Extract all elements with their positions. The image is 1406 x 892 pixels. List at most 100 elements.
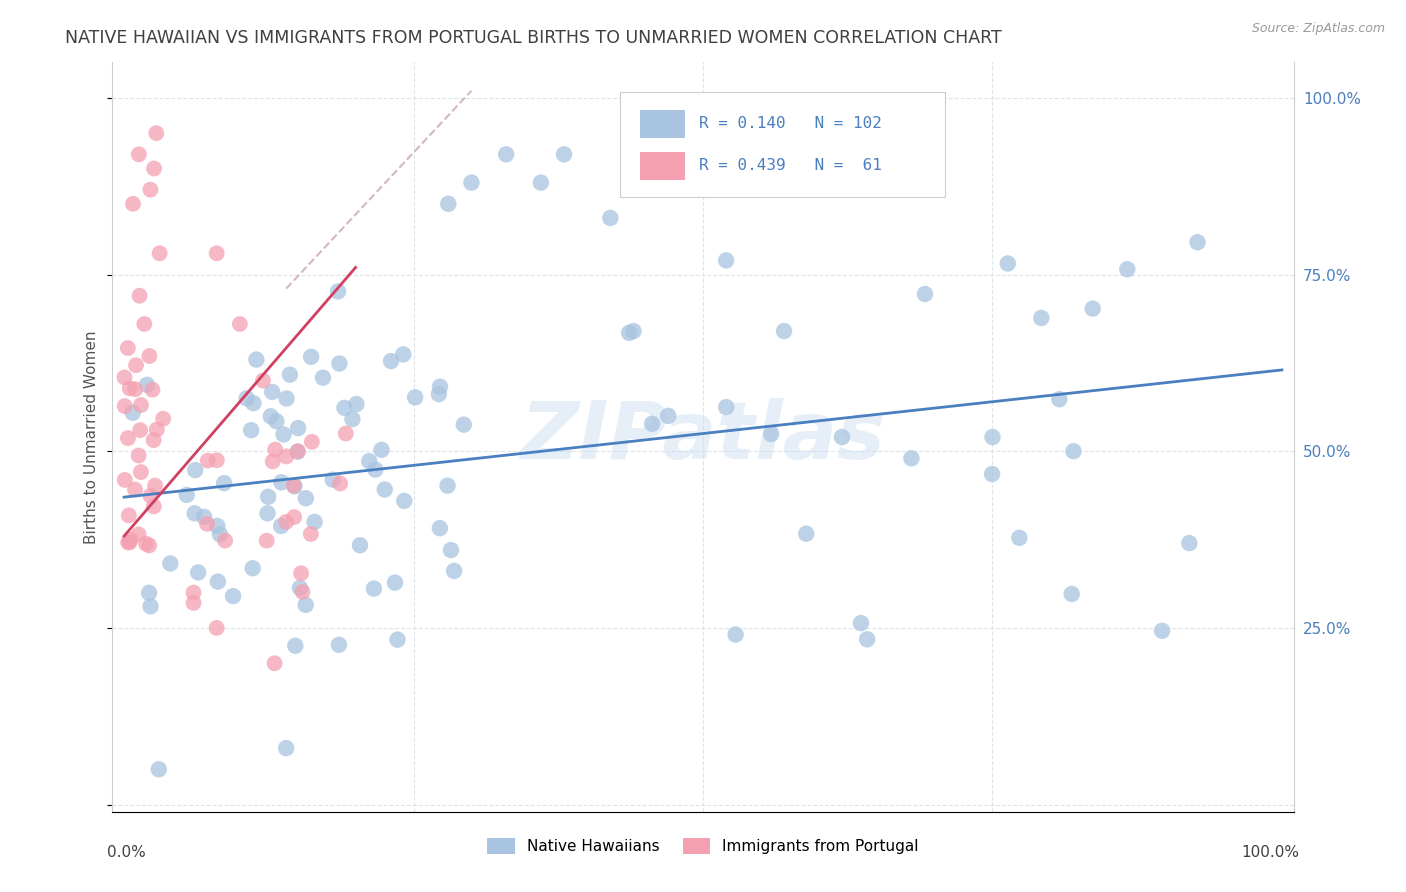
Point xyxy=(256,506,278,520)
Point xyxy=(287,444,309,458)
Point xyxy=(328,638,350,652)
Point xyxy=(284,639,307,653)
Point xyxy=(599,211,621,225)
Point xyxy=(242,561,264,575)
Point xyxy=(214,533,236,548)
Point xyxy=(349,538,371,552)
Point xyxy=(129,398,152,412)
Point xyxy=(262,384,284,399)
Bar xyxy=(640,152,685,180)
Point xyxy=(264,442,287,457)
Point xyxy=(429,379,451,393)
Point xyxy=(245,352,267,367)
Point xyxy=(387,632,409,647)
Text: R = 0.439   N =  61: R = 0.439 N = 61 xyxy=(699,159,883,173)
Point xyxy=(208,527,231,541)
Point xyxy=(287,421,309,435)
Bar xyxy=(640,110,685,138)
Point xyxy=(997,256,1019,270)
Point xyxy=(193,509,215,524)
Point xyxy=(183,506,205,520)
Point xyxy=(290,566,312,581)
Point xyxy=(138,538,160,552)
Point xyxy=(530,176,553,190)
Legend: Native Hawaiians, Immigrants from Portugal: Native Hawaiians, Immigrants from Portug… xyxy=(481,832,925,860)
Point xyxy=(149,246,172,260)
Point xyxy=(1187,235,1209,250)
Point xyxy=(139,489,162,503)
Point xyxy=(392,347,415,361)
Point xyxy=(329,476,352,491)
Point xyxy=(145,126,167,140)
Point xyxy=(1047,392,1070,407)
Point xyxy=(283,479,305,493)
Point xyxy=(657,409,679,423)
Point xyxy=(304,515,326,529)
FancyBboxPatch shape xyxy=(620,93,945,197)
Point xyxy=(114,473,136,487)
Point xyxy=(288,581,311,595)
Point xyxy=(118,508,141,523)
Point xyxy=(114,399,136,413)
Point xyxy=(335,426,357,441)
Point xyxy=(121,406,143,420)
Point xyxy=(443,564,465,578)
Point xyxy=(773,324,796,338)
Point xyxy=(205,453,228,467)
Text: ZIPatlas: ZIPatlas xyxy=(520,398,886,476)
Point xyxy=(266,414,288,428)
Point xyxy=(283,478,305,492)
Point xyxy=(342,412,364,426)
Point xyxy=(207,574,229,589)
Point xyxy=(142,500,165,514)
Point xyxy=(453,417,475,432)
Point xyxy=(122,196,145,211)
Point xyxy=(146,423,169,437)
Point xyxy=(346,397,368,411)
Point xyxy=(256,533,278,548)
Point xyxy=(326,285,349,299)
Point xyxy=(294,598,316,612)
Point xyxy=(299,350,322,364)
Point xyxy=(278,368,301,382)
Point xyxy=(333,401,356,415)
Point xyxy=(301,434,323,449)
Point xyxy=(1031,310,1053,325)
Point xyxy=(117,341,139,355)
Point xyxy=(139,183,162,197)
Point xyxy=(1081,301,1104,316)
Point xyxy=(229,317,252,331)
Point xyxy=(759,427,782,442)
Point xyxy=(129,423,152,437)
Point xyxy=(128,449,150,463)
Point xyxy=(283,510,305,524)
Point xyxy=(460,176,482,190)
Point xyxy=(831,430,853,444)
Point xyxy=(641,417,664,431)
Point xyxy=(900,451,922,466)
Text: 100.0%: 100.0% xyxy=(1241,845,1299,860)
Point xyxy=(242,396,264,410)
Point xyxy=(322,473,344,487)
Text: Source: ZipAtlas.com: Source: ZipAtlas.com xyxy=(1251,22,1385,36)
Point xyxy=(262,454,284,468)
Point xyxy=(117,535,139,549)
Point xyxy=(495,147,517,161)
Point xyxy=(276,392,298,406)
Point xyxy=(205,246,228,260)
Point xyxy=(617,326,640,340)
Point xyxy=(981,430,1004,444)
Text: NATIVE HAWAIIAN VS IMMIGRANTS FROM PORTUGAL BIRTHS TO UNMARRIED WOMEN CORRELATIO: NATIVE HAWAIIAN VS IMMIGRANTS FROM PORTU… xyxy=(65,29,1002,47)
Point xyxy=(139,599,162,614)
Point xyxy=(128,527,150,541)
Point xyxy=(1152,624,1174,638)
Point xyxy=(197,453,219,467)
Point xyxy=(120,533,142,547)
Point xyxy=(138,586,160,600)
Point xyxy=(183,596,205,610)
Point xyxy=(235,392,257,406)
Point xyxy=(212,476,235,491)
Point xyxy=(134,317,156,331)
Point xyxy=(257,490,280,504)
Point xyxy=(1063,444,1085,458)
